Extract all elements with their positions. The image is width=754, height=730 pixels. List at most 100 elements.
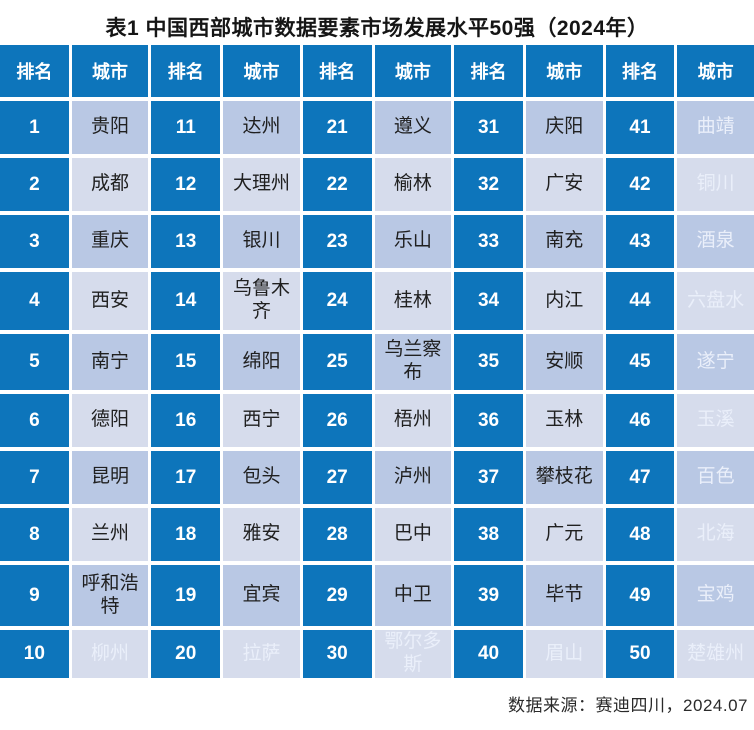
rank-cell: 8 (0, 508, 69, 561)
rank-cell: 48 (605, 508, 675, 561)
city-header: 城市 (223, 45, 300, 97)
rank-cell: 35 (454, 334, 523, 390)
rank-cell: 3 (0, 215, 69, 268)
rank-cell: 9 (0, 565, 69, 626)
rank-cell: 19 (151, 565, 221, 626)
rank-cell: 47 (605, 451, 675, 504)
city-cell: 南充 (525, 215, 603, 268)
data-source-note: 数据来源：赛迪四川，2024.07 (508, 696, 748, 715)
city-cell: 中卫 (374, 565, 452, 626)
city-cell: 泸州 (374, 451, 452, 504)
ranking-table: 排名 城市 排名 城市 排名 城市 排名 城市 排名 城市 1 贵阳 11 达州 21 遵义 31 庆阳 41 曲靖 2… (0, 45, 754, 678)
rank-cell: 41 (605, 101, 675, 154)
rank-header: 排名 (605, 45, 675, 97)
rank-cell: 33 (454, 215, 523, 268)
city-cell: 乐山 (374, 215, 452, 268)
rank-cell: 46 (605, 394, 675, 447)
rank-cell: 7 (0, 451, 69, 504)
rank-cell: 44 (605, 272, 675, 330)
city-cell: 昆明 (71, 451, 149, 504)
rank-cell: 29 (302, 565, 372, 626)
city-cell: 遂宁 (677, 334, 754, 390)
city-cell: 楚雄州 (677, 630, 754, 678)
rank-cell: 30 (302, 630, 372, 678)
city-header: 城市 (71, 45, 149, 97)
city-cell: 庆阳 (525, 101, 603, 154)
city-cell: 北海 (677, 508, 754, 561)
city-cell: 曲靖 (677, 101, 754, 154)
rank-header: 排名 (454, 45, 523, 97)
city-cell: 贵阳 (71, 101, 149, 154)
rank-cell: 21 (302, 101, 372, 154)
city-cell: 银川 (223, 215, 300, 268)
city-cell: 巴中 (374, 508, 452, 561)
city-cell: 榆林 (374, 158, 452, 211)
city-cell: 攀枝花 (525, 451, 603, 504)
city-cell: 包头 (223, 451, 300, 504)
city-cell: 南宁 (71, 334, 149, 390)
city-header: 城市 (374, 45, 452, 97)
city-cell: 六盘水 (677, 272, 754, 330)
rank-cell: 34 (454, 272, 523, 330)
city-cell: 梧州 (374, 394, 452, 447)
rank-cell: 23 (302, 215, 372, 268)
city-cell: 桂林 (374, 272, 452, 330)
city-cell: 铜川 (677, 158, 754, 211)
rank-cell: 22 (302, 158, 372, 211)
table-title: 表1 中国西部城市数据要素市场发展水平50强（2024年） (105, 17, 649, 40)
rank-cell: 17 (151, 451, 221, 504)
rank-cell: 18 (151, 508, 221, 561)
city-cell: 广元 (525, 508, 603, 561)
city-header: 城市 (677, 45, 754, 97)
rank-header: 排名 (0, 45, 69, 97)
rank-cell: 20 (151, 630, 221, 678)
city-cell: 重庆 (71, 215, 149, 268)
rank-cell: 27 (302, 451, 372, 504)
city-cell: 柳州 (71, 630, 149, 678)
city-cell: 达州 (223, 101, 300, 154)
city-cell: 内江 (525, 272, 603, 330)
rank-cell: 1 (0, 101, 69, 154)
city-cell: 乌兰察布 (374, 334, 452, 390)
city-cell: 成都 (71, 158, 149, 211)
rank-cell: 37 (454, 451, 523, 504)
rank-cell: 4 (0, 272, 69, 330)
rank-cell: 2 (0, 158, 69, 211)
rank-cell: 38 (454, 508, 523, 561)
rank-cell: 15 (151, 334, 221, 390)
rank-cell: 26 (302, 394, 372, 447)
rank-cell: 11 (151, 101, 221, 154)
city-cell: 乌鲁木齐 (223, 272, 300, 330)
rank-cell: 50 (605, 630, 675, 678)
rank-cell: 49 (605, 565, 675, 626)
city-cell: 广安 (525, 158, 603, 211)
city-header: 城市 (525, 45, 603, 97)
city-cell: 毕节 (525, 565, 603, 626)
city-cell: 呼和浩特 (71, 565, 149, 626)
city-cell: 雅安 (223, 508, 300, 561)
rank-cell: 36 (454, 394, 523, 447)
city-cell: 玉林 (525, 394, 603, 447)
city-cell: 遵义 (374, 101, 452, 154)
city-cell: 兰州 (71, 508, 149, 561)
city-cell: 眉山 (525, 630, 603, 678)
rank-cell: 42 (605, 158, 675, 211)
rank-cell: 39 (454, 565, 523, 626)
city-cell: 酒泉 (677, 215, 754, 268)
rank-cell: 14 (151, 272, 221, 330)
city-cell: 玉溪 (677, 394, 754, 447)
city-cell: 安顺 (525, 334, 603, 390)
rank-cell: 40 (454, 630, 523, 678)
rank-cell: 13 (151, 215, 221, 268)
rank-cell: 31 (454, 101, 523, 154)
rank-cell: 24 (302, 272, 372, 330)
city-cell: 西宁 (223, 394, 300, 447)
city-cell: 百色 (677, 451, 754, 504)
rank-cell: 5 (0, 334, 69, 390)
rank-cell: 28 (302, 508, 372, 561)
city-cell: 宝鸡 (677, 565, 754, 626)
city-cell: 大理州 (223, 158, 300, 211)
city-cell: 拉萨 (223, 630, 300, 678)
rank-header: 排名 (302, 45, 372, 97)
